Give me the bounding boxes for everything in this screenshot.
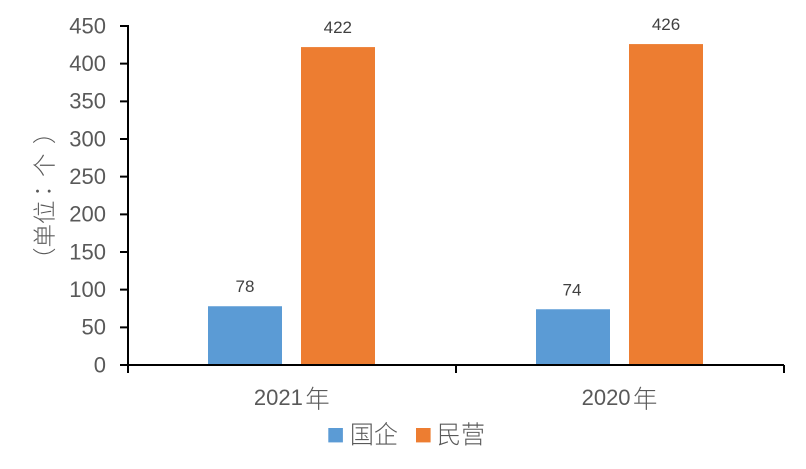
svg-text:0: 0 — [94, 352, 106, 377]
svg-text:250: 250 — [69, 164, 106, 189]
svg-text:2021: 2021 — [254, 385, 303, 410]
svg-text:400: 400 — [69, 51, 106, 76]
svg-text:350: 350 — [69, 89, 106, 114]
svg-text:150: 150 — [69, 239, 106, 264]
svg-text:100: 100 — [69, 277, 106, 302]
svg-text:78: 78 — [236, 277, 255, 296]
svg-text:426: 426 — [652, 15, 680, 34]
svg-text:422: 422 — [324, 18, 352, 37]
svg-text:300: 300 — [69, 126, 106, 151]
svg-text:200: 200 — [69, 202, 106, 227]
svg-text:450: 450 — [69, 13, 106, 38]
svg-text:50: 50 — [82, 315, 106, 340]
svg-text:74: 74 — [563, 280, 582, 299]
svg-text:2020: 2020 — [582, 385, 631, 410]
